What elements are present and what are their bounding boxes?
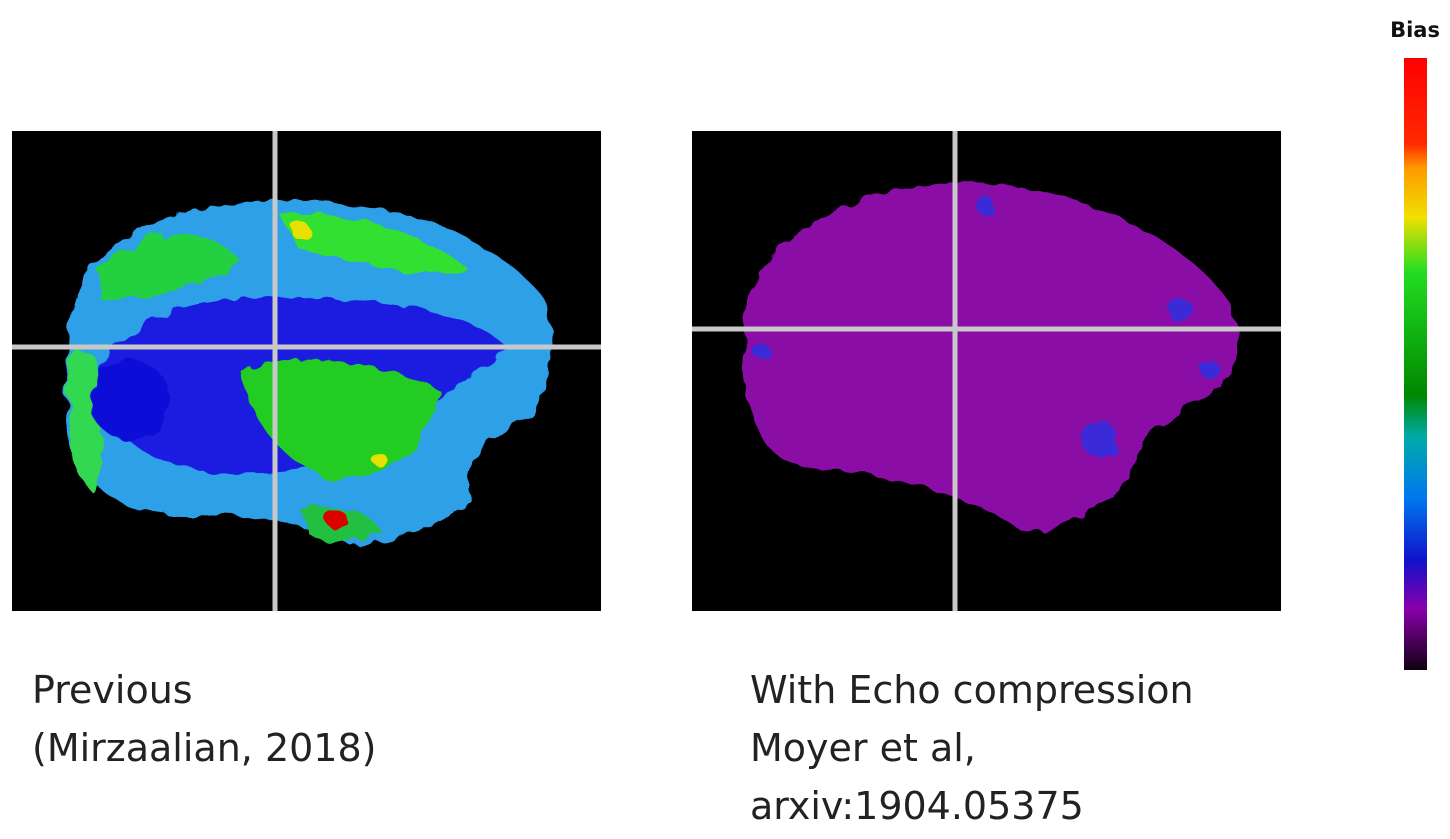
panel-previous [12,131,601,611]
caption: arxiv:1904.05375 [750,784,1084,828]
figure: Bias Previous (Mirzaalian, 2018) With Ec… [0,0,1450,839]
caption: (Mirzaalian, 2018) [32,726,377,770]
colorbar-title: Bias [1390,18,1440,42]
page: Bias Previous (Mirzaalian, 2018) With Ec… [0,0,1450,839]
caption: With Echo compression [750,668,1194,712]
colorbar: Bias [1390,18,1440,670]
colorbar-scale [1404,58,1427,670]
caption: Moyer et al, [750,726,976,770]
caption: Previous [32,668,193,712]
panel-echo [692,131,1281,611]
